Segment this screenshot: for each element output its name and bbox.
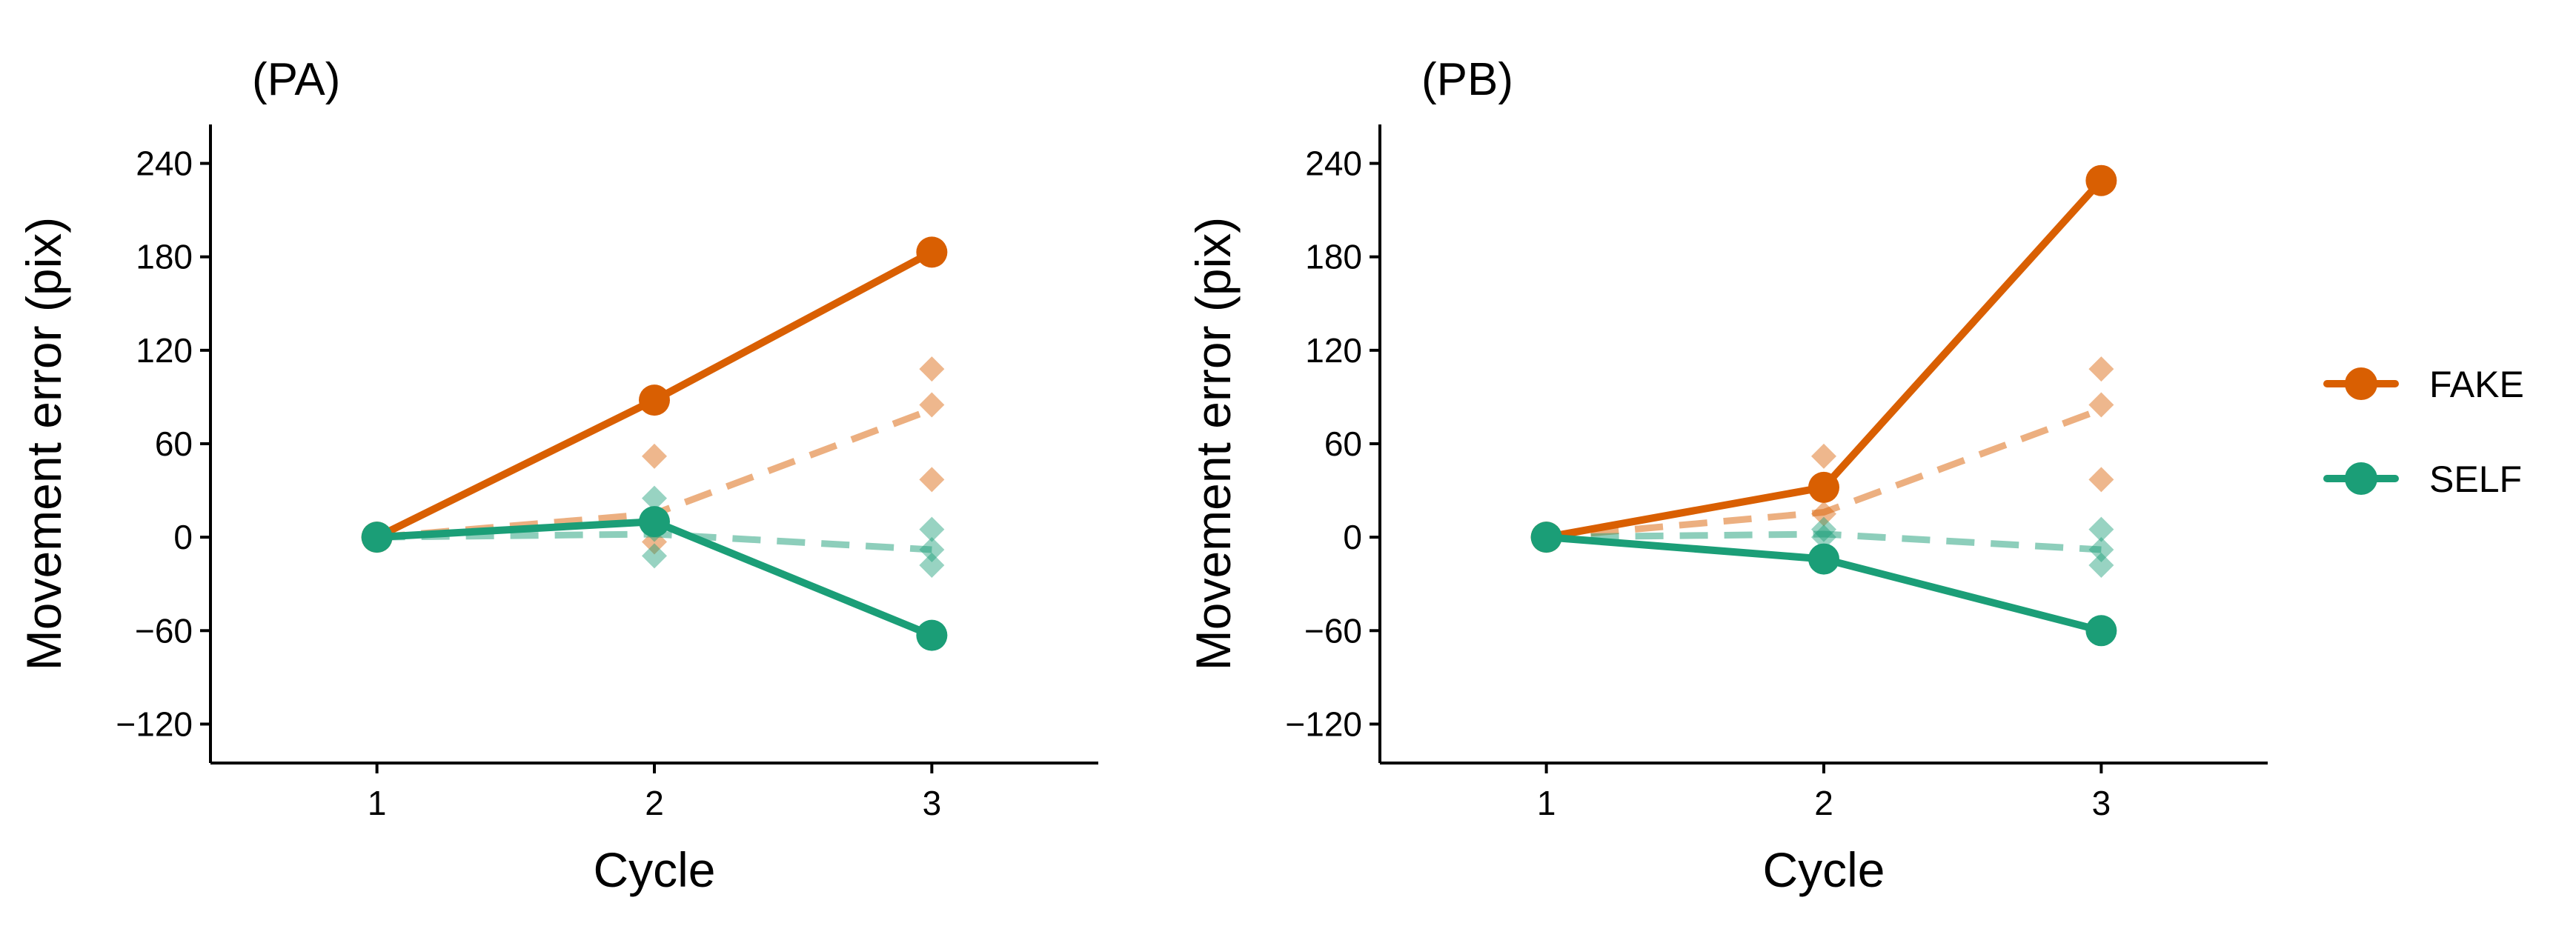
individual-point-fake	[919, 356, 945, 382]
y-tick-label: −60	[135, 611, 193, 650]
y-axis-title: Movement error (pix)	[16, 217, 71, 670]
y-tick-label: 60	[1324, 424, 1362, 463]
individual-point-self	[642, 543, 667, 569]
trend-line-self	[1546, 530, 2102, 553]
individual-point-fake	[1811, 443, 1836, 469]
x-tick-label: 1	[1537, 784, 1556, 822]
series-point-fake	[916, 236, 948, 268]
plot-area: −120 −60 0 60 120 180 240 1 2 3 Cycle Movement erro…	[1186, 124, 2268, 897]
series-point-self	[1808, 543, 1839, 575]
y-tick-label: −60	[1304, 611, 1362, 650]
y-tick-label: −120	[1285, 705, 1362, 743]
panel-title: (PB)	[1421, 54, 1513, 105]
individual-point-fake	[919, 467, 945, 493]
individual-point-self	[2088, 552, 2114, 578]
series-point-self	[1530, 522, 1562, 553]
series-point-self	[2085, 615, 2117, 647]
legend-swatch-marker-self	[2345, 462, 2377, 495]
series-point-self	[639, 506, 670, 538]
individual-point-fake	[2088, 467, 2114, 493]
individual-point-self	[919, 552, 945, 578]
x-tick-label: 3	[2092, 784, 2111, 822]
series-point-fake	[639, 384, 670, 416]
series-point-self	[916, 619, 948, 651]
x-axis-title: Cycle	[1762, 842, 1885, 897]
x-tick-label: 3	[923, 784, 942, 822]
y-tick-label: 180	[1305, 238, 1362, 276]
y-tick-label: 0	[1343, 518, 1362, 556]
individual-point-self	[642, 485, 667, 511]
y-tick-label: 120	[1305, 331, 1362, 370]
y-tick-label: −120	[116, 705, 193, 743]
x-tick-label: 2	[1814, 784, 1833, 822]
individual-point-fake	[2088, 356, 2114, 382]
y-axis-title: Movement error (pix)	[1186, 217, 1241, 670]
series-point-fake	[2085, 164, 2117, 196]
plot-area: −120 −60 0 60 120 180 240 1 2 3 Cycle Movement erro…	[16, 124, 1098, 897]
trend-line-fake	[1546, 406, 2102, 541]
individual-point-fake	[919, 392, 945, 418]
individual-point-self	[2088, 516, 2114, 542]
series-point-self	[361, 522, 393, 553]
x-axis-title: Cycle	[593, 842, 715, 897]
individual-point-fake	[642, 443, 667, 469]
legend-label-fake: FAKE	[2429, 364, 2524, 405]
panel-pb: (PB) −120 −60 0 60 120 180 240 1 2 3 Cycle Movement…	[1186, 54, 2268, 897]
legend: FAKE SELF	[2323, 364, 2524, 500]
individual-point-fake	[2088, 392, 2114, 418]
y-tick-label: 180	[136, 238, 193, 276]
y-tick-label: 0	[173, 518, 193, 556]
x-tick-label: 1	[368, 784, 387, 822]
series-point-fake	[1808, 471, 1839, 503]
panel-pa: (PA) −120 −60 0 60 120 180 240 1 2 3 Cycle Movement…	[16, 54, 1098, 897]
individual-point-self	[919, 516, 945, 542]
y-tick-label: 60	[155, 424, 193, 463]
y-tick-label: 240	[1305, 144, 1362, 183]
legend-label-self: SELF	[2429, 459, 2522, 500]
y-tick-label: 120	[136, 331, 193, 370]
panel-title: (PA)	[252, 54, 340, 105]
x-tick-label: 2	[645, 784, 664, 822]
y-tick-label: 240	[136, 144, 193, 183]
legend-swatch-marker-fake	[2345, 367, 2377, 400]
